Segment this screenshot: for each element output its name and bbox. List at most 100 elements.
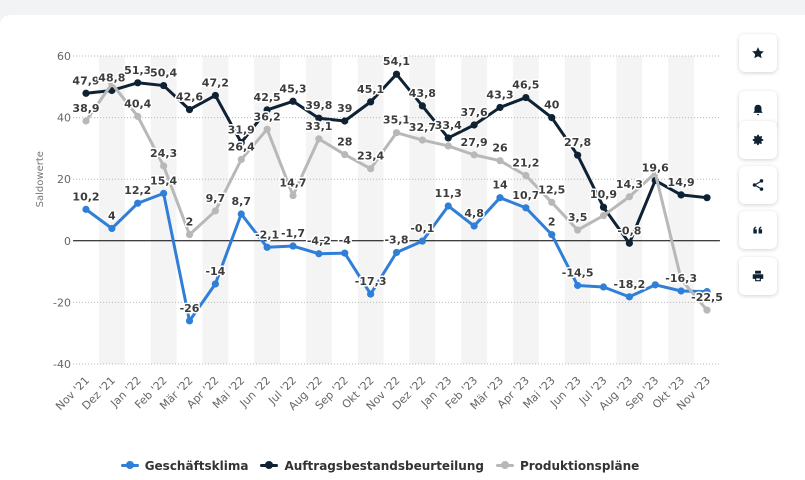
data-label: 33,4	[435, 119, 462, 132]
data-label: 27,8	[564, 136, 591, 149]
data-label: 26,4	[228, 140, 255, 153]
data-point	[315, 250, 323, 258]
data-point	[82, 89, 90, 97]
bell-icon	[753, 104, 763, 116]
data-point	[677, 191, 685, 199]
data-label: 40,4	[124, 97, 151, 110]
data-point	[160, 189, 168, 197]
chart-card: -40 -20 0 20 40 60 Saldowerte Nov '21 Dez '21 J…	[0, 15, 805, 480]
print-button[interactable]	[739, 257, 777, 295]
share-button[interactable]	[739, 166, 777, 204]
band-3	[150, 56, 177, 364]
data-point	[418, 102, 426, 110]
grid-lines	[73, 55, 720, 365]
data-point	[134, 112, 142, 120]
data-point	[211, 91, 219, 100]
data-label: 10,7	[512, 189, 539, 202]
data-point	[237, 138, 245, 147]
data-point	[367, 98, 375, 106]
favorite-button[interactable]	[739, 34, 777, 72]
legend-item[interactable]: Auftragsbestandsbeurteilung	[260, 459, 484, 473]
y-tick-label: 20	[57, 173, 71, 186]
data-label: 14	[492, 179, 508, 192]
legend-item[interactable]: Geschäftsklima	[120, 458, 249, 473]
data-label: -4,2	[307, 235, 331, 248]
data-point	[237, 210, 245, 218]
data-point	[108, 80, 116, 88]
data-labels: 10,2 4 12,215,4 -26 -14 8,7 -2,1 -1,7-4,2 -4 -17,…	[71, 54, 724, 317]
data-label: 45,1	[357, 83, 384, 96]
data-label: 42,5	[254, 91, 281, 104]
data-label: 36,2	[254, 110, 281, 123]
y-tick-label: 40	[57, 112, 71, 125]
star-icon	[752, 47, 764, 59]
data-label: 12,2	[124, 184, 151, 197]
y-tick-label: 0	[64, 235, 71, 248]
data-label: 26	[492, 142, 508, 155]
data-point	[470, 222, 478, 230]
legend-label: Geschäftsklima	[144, 458, 249, 473]
data-label: -14	[205, 265, 225, 278]
data-point	[470, 151, 478, 159]
data-point	[289, 97, 297, 105]
data-point	[651, 281, 659, 289]
data-point	[574, 151, 582, 159]
data-point	[496, 157, 504, 165]
y-tick-label: 60	[57, 50, 71, 63]
data-point	[677, 275, 685, 283]
data-label: 47,9	[72, 74, 99, 87]
y-axis-ticks: -40 -20 0 20 40 60	[53, 50, 71, 371]
data-label: 48,8	[98, 71, 125, 84]
data-point	[134, 79, 142, 87]
printer-icon	[752, 270, 764, 282]
data-label: 31,9	[228, 124, 255, 137]
y-tick-label: -40	[53, 358, 71, 371]
data-label: -2,1	[255, 228, 279, 241]
data-label: 10,9	[590, 188, 617, 201]
data-label: 24,3	[150, 147, 177, 160]
series-lines	[82, 70, 711, 325]
legend-item[interactable]: Produktionspläne	[495, 459, 639, 473]
data-label: -18,2	[614, 278, 646, 291]
y-axis-label: Saldowerte	[35, 151, 46, 207]
data-point	[160, 81, 168, 90]
data-label: 39	[337, 102, 352, 115]
data-label: 35,1	[383, 114, 410, 127]
data-point	[444, 202, 452, 210]
band-21	[616, 56, 643, 364]
data-point	[263, 106, 271, 114]
data-point	[341, 249, 349, 257]
data-point	[625, 239, 633, 247]
cite-button[interactable]	[739, 211, 777, 249]
data-point	[315, 135, 323, 143]
data-label: 46,5	[512, 79, 539, 92]
data-label: 3,5	[568, 211, 588, 224]
data-point	[134, 199, 142, 207]
data-label: 23,4	[357, 150, 384, 163]
data-point	[703, 288, 711, 296]
data-label: -3,8	[384, 234, 408, 247]
settings-button[interactable]	[739, 121, 777, 159]
data-label: 45,3	[279, 82, 306, 95]
data-label: -1,7	[281, 227, 305, 240]
data-point	[522, 171, 530, 180]
data-label: 40	[544, 99, 560, 112]
data-point	[548, 198, 556, 206]
data-point	[263, 243, 271, 251]
data-label: 32,7	[409, 121, 436, 134]
band-19	[564, 56, 591, 364]
data-label: 10,2	[72, 190, 99, 203]
data-point	[108, 224, 116, 233]
data-point	[470, 121, 478, 129]
data-point	[237, 155, 245, 164]
data-label: 14,3	[616, 178, 643, 191]
data-point	[703, 306, 711, 314]
share-icon	[752, 179, 764, 191]
data-label: -0,1	[410, 222, 434, 235]
data-point	[185, 231, 194, 239]
data-label: 38,9	[72, 102, 99, 115]
data-point	[522, 93, 530, 102]
data-point	[444, 142, 452, 150]
data-label: 33,1	[305, 120, 332, 133]
data-point	[703, 194, 711, 202]
